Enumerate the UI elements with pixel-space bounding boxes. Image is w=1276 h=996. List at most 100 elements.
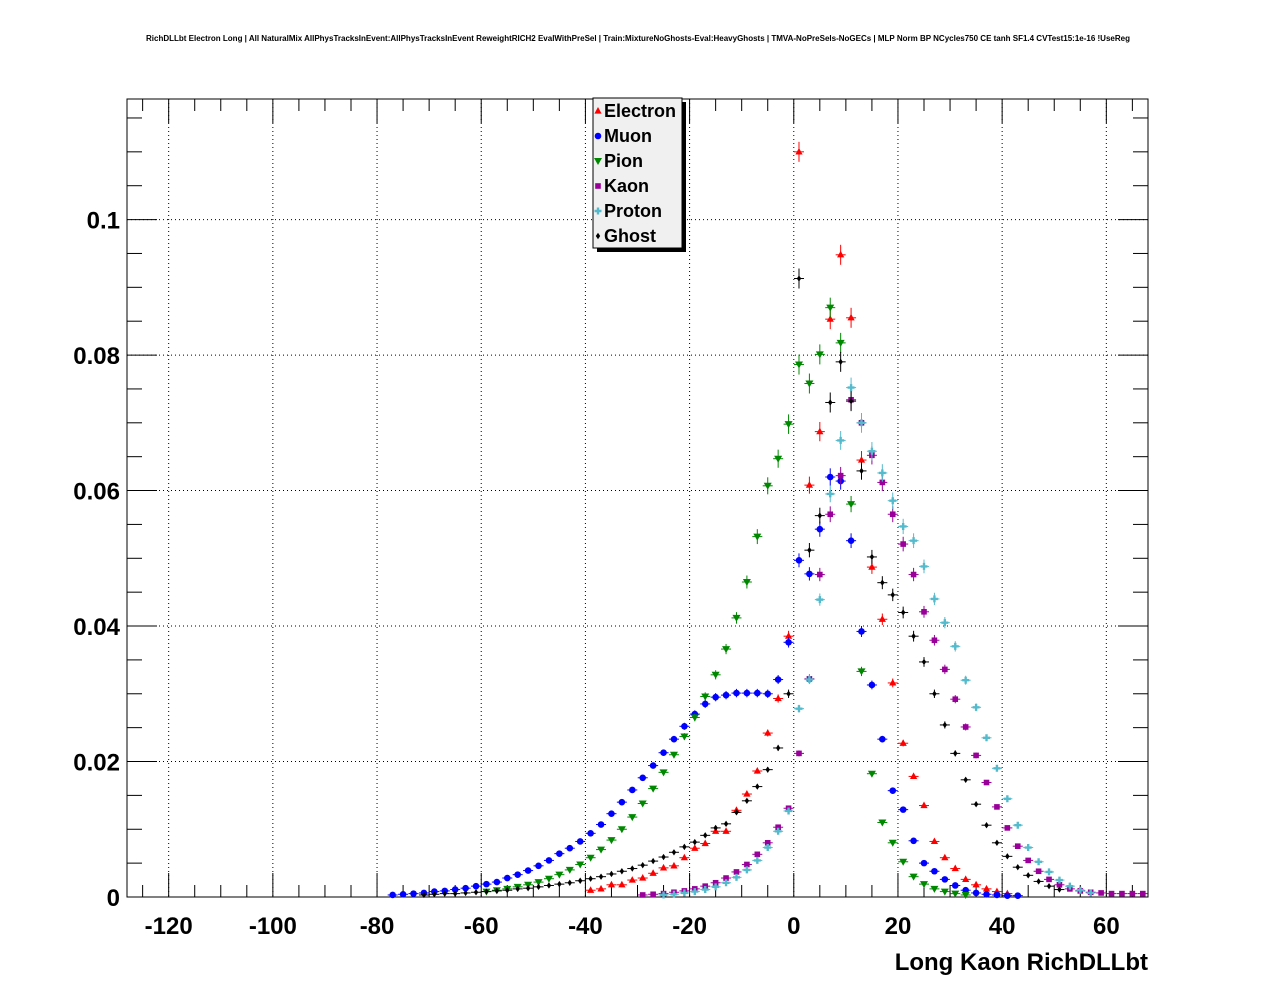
data-point [1046, 882, 1052, 890]
legend-marker [594, 158, 602, 165]
data-point [1057, 886, 1062, 893]
data-point [848, 397, 854, 405]
data-point [932, 690, 937, 697]
data-point [795, 705, 803, 713]
data-point [607, 880, 616, 888]
legend-entry-proton: Proton [594, 201, 662, 221]
data-point [628, 814, 637, 822]
data-point [567, 879, 572, 886]
data-point [743, 866, 751, 874]
legend-label: Kaon [604, 176, 649, 196]
data-point [815, 351, 824, 359]
data-point [639, 774, 647, 782]
data-point [837, 250, 845, 258]
data-point [462, 884, 469, 892]
data-point [805, 481, 814, 488]
data-point [743, 689, 751, 697]
data-point [670, 861, 678, 869]
data-point [962, 886, 969, 894]
data-point [744, 797, 750, 805]
data-point [1024, 844, 1032, 852]
data-point [795, 557, 803, 564]
data-point [764, 729, 772, 736]
data-point [609, 870, 614, 878]
data-point [494, 887, 500, 895]
legend-marker [594, 207, 602, 215]
legend-label: Pion [604, 151, 643, 171]
x-tick-label: 40 [989, 913, 1016, 940]
data-point [556, 850, 563, 857]
data-point [909, 873, 918, 881]
legend-entry-ghost: Ghost [595, 226, 656, 246]
data-point [785, 807, 793, 815]
x-tick-label: -100 [249, 913, 297, 940]
data-point [742, 579, 751, 586]
data-point [628, 876, 636, 883]
data-point [868, 681, 876, 689]
data-point [566, 844, 574, 852]
data-point [712, 693, 719, 701]
data-point [597, 821, 605, 828]
legend-label: Ghost [604, 226, 656, 246]
data-point [930, 837, 939, 845]
data-point [973, 752, 979, 759]
data-point [983, 779, 990, 786]
data-point [723, 875, 729, 881]
data-point [920, 562, 928, 570]
data-point [701, 700, 709, 708]
data-point [1098, 890, 1104, 896]
data-point [953, 750, 958, 757]
x-tick-label: -40 [568, 913, 603, 940]
data-point [753, 533, 762, 541]
data-point [972, 880, 980, 888]
data-point [910, 537, 918, 545]
axis-tick-labels: -120 -100 -80 -60 -40 -20 0 20 40 60 0 0.02 0.04 0.06… [73, 208, 1119, 940]
x-tick-label: -20 [672, 913, 707, 940]
legend-entry-electron: Electron [594, 101, 676, 121]
data-point [878, 615, 886, 622]
data-point [722, 646, 731, 654]
data-point [859, 467, 864, 475]
data-point [722, 827, 730, 834]
data-point [1045, 868, 1053, 876]
data-point [608, 810, 615, 817]
data-point [983, 734, 991, 742]
data-point [732, 614, 741, 622]
data-point [931, 637, 938, 644]
data-point [451, 886, 459, 893]
axis-ticks [127, 99, 1148, 898]
legend-label: Electron [604, 101, 676, 121]
data-point [557, 880, 562, 888]
data-point [828, 399, 833, 406]
data-point [659, 769, 668, 777]
data-point [607, 837, 616, 845]
data-point [921, 609, 927, 615]
data-point [774, 827, 782, 835]
y-tick-label: 0.04 [73, 614, 120, 641]
data-points [387, 141, 1148, 899]
data-point [764, 690, 772, 698]
data-point [505, 887, 510, 894]
data-point [784, 421, 793, 429]
grid [127, 99, 1148, 897]
data-point [660, 749, 667, 757]
data-point [711, 671, 720, 679]
data-point [890, 591, 895, 599]
data-point [753, 856, 761, 864]
data-point [1005, 853, 1010, 860]
data-point [869, 553, 875, 561]
data-point [900, 541, 906, 547]
data-point [640, 861, 645, 869]
data-point [493, 878, 501, 886]
data-point [796, 750, 802, 757]
data-point [899, 806, 907, 813]
data-point [630, 865, 635, 872]
data-point [638, 800, 647, 808]
data-point [650, 891, 656, 898]
data-point [868, 447, 876, 455]
data-point [586, 854, 595, 862]
series-muon [387, 468, 1023, 899]
data-point [691, 844, 699, 851]
data-point [660, 891, 668, 899]
data-point [910, 837, 917, 845]
